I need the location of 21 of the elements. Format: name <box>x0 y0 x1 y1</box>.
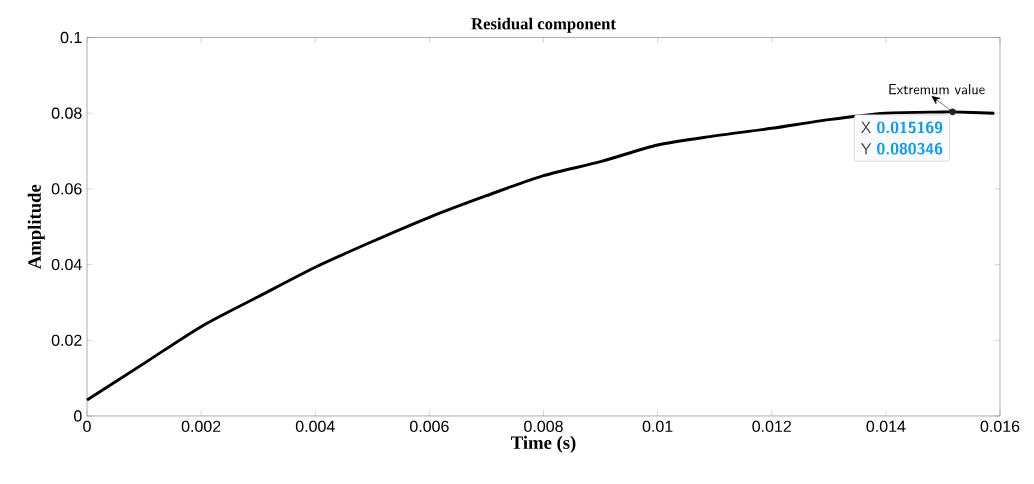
x-tick-label: 0.008 <box>524 420 563 433</box>
x-tick-label: 0.01 <box>642 420 673 433</box>
annotation: X 0.015169 <box>861 121 943 134</box>
y-tick-label: 0.06 <box>51 183 82 195</box>
x-tick-label: 0.014 <box>866 420 906 433</box>
annotation: Y 0.080346 <box>860 142 943 155</box>
y-tick-label: 0 <box>74 410 82 422</box>
y-tick-label: 0.1 <box>60 31 82 44</box>
x-tick-label: 0.006 <box>409 420 449 433</box>
x-tick-label: 0 <box>83 420 91 433</box>
y-tick-label: 0.04 <box>51 258 82 271</box>
x-tick-label: 0.002 <box>181 420 221 433</box>
y-axis-title: Amplitude <box>27 184 45 270</box>
x-tick-label: 0.016 <box>980 420 1020 433</box>
chart-title: Residual component <box>471 17 616 33</box>
annotation: Extremum value <box>889 83 985 95</box>
x-axis-title: Time (s) <box>511 435 576 453</box>
y-tick-label: 0.02 <box>51 334 82 346</box>
x-tick-label: 0.012 <box>752 420 791 433</box>
x-tick-label: 0.004 <box>295 420 335 433</box>
y-tick-label: 0.08 <box>51 107 82 119</box>
